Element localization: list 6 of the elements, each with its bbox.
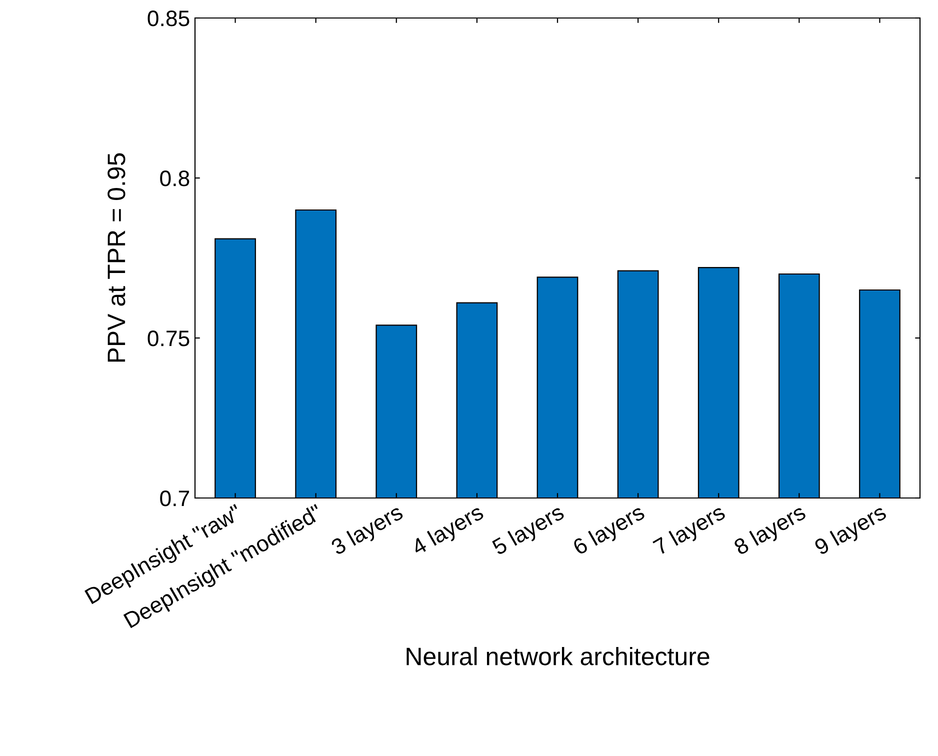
y-axis-title: PPV at TPR = 0.95 xyxy=(108,153,126,362)
y-tick-label: 0.7 xyxy=(160,490,190,506)
y-tick-label: 0.75 xyxy=(148,330,190,346)
y-tick-label: 0.85 xyxy=(148,10,190,26)
y-tick-label: 0.8 xyxy=(160,170,190,186)
x-axis-title: Neural network architecture xyxy=(406,646,710,666)
